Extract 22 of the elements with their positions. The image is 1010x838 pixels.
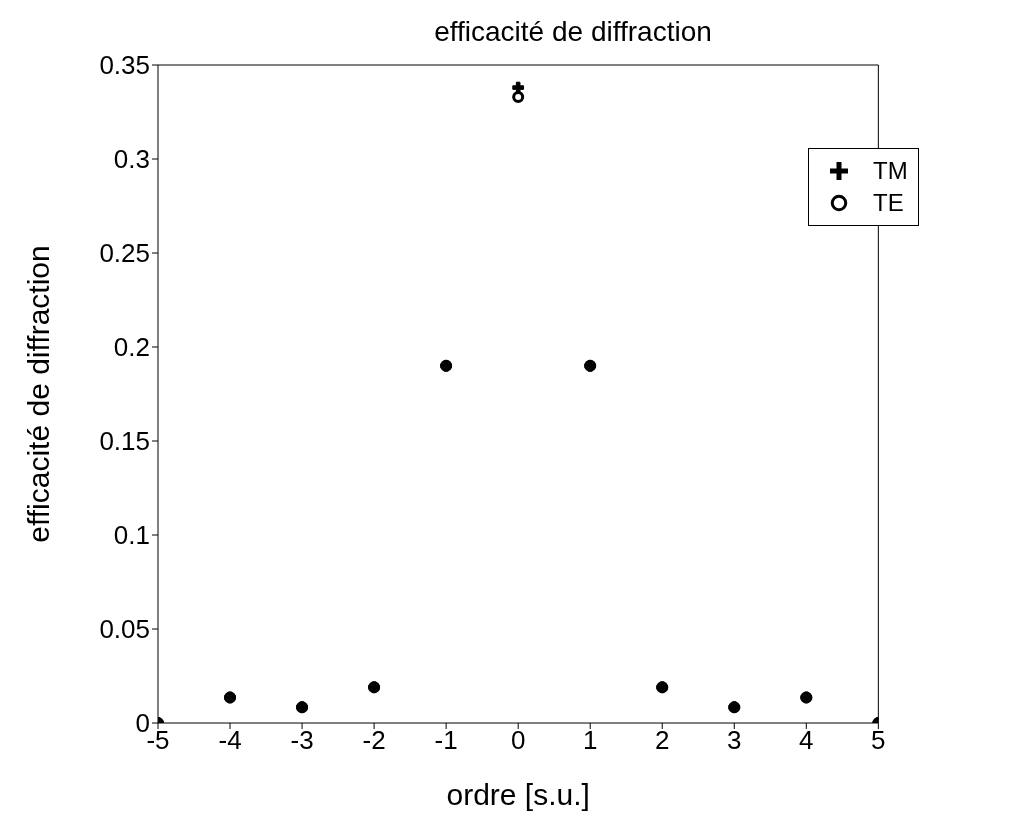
x-tick-label: -3 (290, 725, 314, 756)
chart-title: efficacité de diffraction (434, 16, 712, 47)
legend-label: TE (873, 189, 904, 217)
legend-label: TM (873, 157, 908, 185)
x-tick-label: 0 (510, 725, 526, 756)
y-tick-label: 0.2 (113, 332, 150, 363)
x-tick-label: 2 (655, 725, 670, 756)
x-tick-label: 4 (799, 725, 814, 756)
x-tick-label: 3 (727, 725, 742, 756)
y-tick-label: 0.25 (99, 238, 150, 269)
y-tick-label: 0.1 (113, 520, 150, 551)
y-tick-label: 0.15 (99, 426, 150, 457)
x-tick-label: -4 (218, 725, 242, 756)
x-axis-title: ordre [s.u.] (446, 778, 590, 811)
y-axis-title: efficacité de diffraction (21, 245, 55, 543)
y-tick-label: 0.35 (99, 50, 150, 81)
y-tick-label: 0.05 (99, 614, 150, 645)
x-tick-label: -2 (362, 725, 386, 756)
x-tick-label: 1 (582, 725, 598, 756)
x-tick-label: 5 (871, 725, 886, 756)
y-tick-label: 0.3 (113, 144, 150, 175)
x-tick-label: -1 (434, 725, 458, 756)
